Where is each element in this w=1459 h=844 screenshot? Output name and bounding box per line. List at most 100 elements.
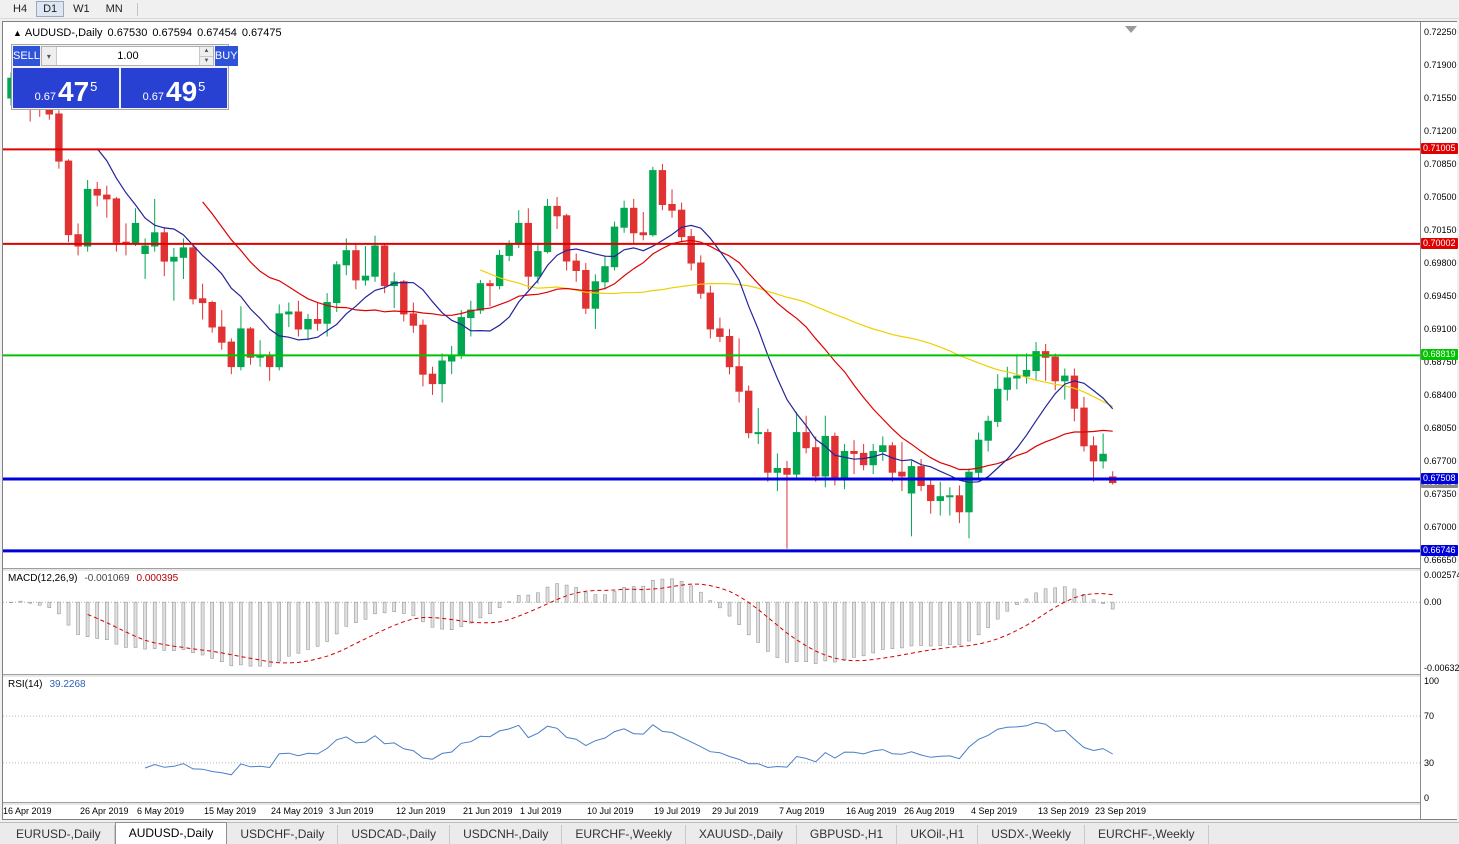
volume-control: ▾ ▲ ▼ bbox=[40, 46, 214, 66]
macd-name: MACD(12,26,9) bbox=[8, 573, 78, 584]
timeframe-mn-button[interactable]: MN bbox=[99, 1, 130, 17]
chart-tabs-bar: EURUSD-,Daily AUDUSD-,Daily USDCHF-,Dail… bbox=[0, 822, 1459, 844]
tab-eurusd-daily[interactable]: EURUSD-,Daily bbox=[3, 825, 115, 844]
time-axis-label: 3 Jun 2019 bbox=[329, 806, 374, 816]
panel-separator-macd[interactable] bbox=[3, 568, 1456, 571]
price-line-label: 0.71005 bbox=[1421, 143, 1458, 154]
chart-window: MACD(12,26,9) -0.001069 0.000395 RSI(14) 39… bbox=[2, 21, 1459, 820]
axis-tick-label: 0.002574 bbox=[1424, 570, 1459, 580]
axis-tick-label: 0.69450 bbox=[1424, 291, 1457, 301]
volume-dropdown-icon[interactable]: ▾ bbox=[41, 47, 57, 65]
volume-increase-button[interactable]: ▲ bbox=[199, 47, 213, 57]
time-axis-label: 1 Jul 2019 bbox=[520, 806, 562, 816]
tab-gbpusd-h1[interactable]: GBPUSD-,H1 bbox=[797, 825, 898, 844]
toolbar-separator bbox=[136, 2, 138, 16]
time-axis-label: 16 Apr 2019 bbox=[3, 806, 52, 816]
time-axis-label: 15 May 2019 bbox=[204, 806, 257, 816]
price-axis[interactable]: 0.72250 0.71900 0.71550 0.71200 0.70850 0.705… bbox=[1420, 22, 1459, 819]
axis-tick-label: 0.71900 bbox=[1424, 60, 1457, 70]
time-axis-label: 6 May 2019 bbox=[137, 806, 185, 816]
tab-ukoil-h1[interactable]: UKOil-,H1 bbox=[897, 825, 979, 844]
axis-tick-label: 70 bbox=[1424, 711, 1435, 721]
tab-usdcad-daily[interactable]: USDCAD-,Daily bbox=[338, 825, 451, 844]
axis-tick-label: 30 bbox=[1424, 758, 1435, 768]
buy-price-button[interactable]: 0.67 49 5 bbox=[121, 68, 227, 108]
tab-usdcnh-daily[interactable]: USDCNH-,Daily bbox=[450, 825, 563, 844]
sell-price-prefix: 0.67 bbox=[34, 91, 57, 103]
price-line-label: 0.66746 bbox=[1421, 545, 1458, 556]
price-chart[interactable] bbox=[3, 22, 1420, 568]
chart-info-line: ▲ AUDUSD-,Daily 0.67530 0.67594 0.67454 0.674… bbox=[13, 27, 287, 39]
volume-decrease-button[interactable]: ▼ bbox=[199, 56, 213, 65]
rsi-name: RSI(14) bbox=[8, 679, 43, 690]
macd-chart[interactable] bbox=[3, 571, 1420, 674]
axis-tick-label: 0.67700 bbox=[1424, 456, 1457, 466]
rsi-chart[interactable] bbox=[3, 677, 1420, 802]
sell-price-main: 47 bbox=[58, 76, 90, 107]
axis-tick-label: 0.70150 bbox=[1424, 225, 1457, 235]
axis-tick-label: 0.67350 bbox=[1424, 489, 1457, 499]
macd-label: MACD(12,26,9) -0.001069 0.000395 bbox=[8, 573, 178, 584]
time-axis-label: 7 Aug 2019 bbox=[779, 806, 825, 816]
tab-audusd-daily[interactable]: AUDUSD-,Daily bbox=[114, 822, 228, 844]
tab-usdx-weekly[interactable]: USDX-,Weekly bbox=[978, 825, 1086, 844]
tab-eurchf-weekly-2[interactable]: EURCHF-,Weekly bbox=[1085, 825, 1209, 844]
ohlc-open: 0.67530 bbox=[107, 27, 148, 39]
tab-eurchf-weekly[interactable]: EURCHF-,Weekly bbox=[562, 825, 686, 844]
sell-button[interactable]: SELL bbox=[13, 46, 40, 66]
time-axis-label: 13 Sep 2019 bbox=[1038, 806, 1090, 816]
axis-tick-label: 0.68400 bbox=[1424, 390, 1457, 400]
ohlc-close: 0.67475 bbox=[241, 27, 282, 39]
time-axis-label: 26 Apr 2019 bbox=[80, 806, 129, 816]
time-axis-label: 10 Jul 2019 bbox=[587, 806, 634, 816]
buy-price-pip: 5 bbox=[198, 79, 206, 94]
axis-tick-label: 0.70850 bbox=[1424, 159, 1457, 169]
timeframe-toolbar: H4 D1 W1 MN bbox=[0, 0, 1459, 19]
one-click-collapse-icon[interactable]: ▲ bbox=[13, 28, 22, 38]
rsi-panel[interactable]: RSI(14) 39.2268 bbox=[3, 677, 1420, 802]
axis-tick-label: 0.68750 bbox=[1424, 357, 1457, 367]
axis-tick-label: 0.68050 bbox=[1424, 423, 1457, 433]
axis-tick-label: 0.72250 bbox=[1424, 27, 1457, 37]
panel-separator-rsi[interactable] bbox=[3, 674, 1456, 677]
time-axis-label: 24 May 2019 bbox=[271, 806, 324, 816]
axis-tick-label: 0.71200 bbox=[1424, 126, 1457, 136]
macd-signal-value: 0.000395 bbox=[136, 573, 179, 584]
macd-panel[interactable]: MACD(12,26,9) -0.001069 0.000395 bbox=[3, 571, 1420, 674]
axis-tick-label: 0.67000 bbox=[1424, 522, 1457, 532]
timeframe-d1-button[interactable]: D1 bbox=[36, 1, 65, 17]
axis-tick-label: 0.70500 bbox=[1424, 192, 1457, 202]
axis-tick-label: 0.71550 bbox=[1424, 93, 1457, 103]
timeframe-h4-button[interactable]: H4 bbox=[6, 1, 34, 17]
axis-tick-label: 0.69800 bbox=[1424, 258, 1457, 268]
axis-tick-label: -0.006320 bbox=[1424, 663, 1459, 673]
axis-tick-label: 100 bbox=[1424, 676, 1440, 686]
axis-tick-label: 0.00 bbox=[1424, 597, 1442, 607]
tab-xauusd-daily[interactable]: XAUUSD-,Daily bbox=[686, 825, 797, 844]
buy-button[interactable]: BUY bbox=[214, 46, 238, 66]
price-line-label: 0.70002 bbox=[1421, 238, 1458, 249]
price-line-label: 0.67508 bbox=[1421, 473, 1458, 484]
time-axis[interactable]: 16 Apr 2019 26 Apr 2019 6 May 2019 15 May 2… bbox=[3, 805, 1420, 819]
time-axis-label: 21 Jun 2019 bbox=[463, 806, 513, 816]
rsi-label: RSI(14) 39.2268 bbox=[8, 679, 86, 690]
time-axis-label: 16 Aug 2019 bbox=[846, 806, 897, 816]
time-axis-label: 26 Aug 2019 bbox=[904, 806, 955, 816]
time-axis-label: 4 Sep 2019 bbox=[971, 806, 1018, 816]
axis-tick-label: 0 bbox=[1424, 793, 1430, 803]
rsi-value: 39.2268 bbox=[49, 679, 86, 690]
time-axis-label: 29 Jul 2019 bbox=[712, 806, 759, 816]
axis-tick-label: 0.69100 bbox=[1424, 324, 1457, 334]
timeframe-w1-button[interactable]: W1 bbox=[66, 1, 97, 17]
sell-price-pip: 5 bbox=[90, 79, 98, 94]
volume-input[interactable] bbox=[56, 47, 199, 65]
axis-tick-label: 0.66650 bbox=[1424, 555, 1457, 565]
ohlc-high: 0.67594 bbox=[152, 27, 193, 39]
chart-symbol-title: AUDUSD-,Daily bbox=[24, 27, 103, 39]
panel-separator-dates bbox=[3, 802, 1456, 805]
buy-price-main: 49 bbox=[166, 76, 198, 107]
sell-price-button[interactable]: 0.67 47 5 bbox=[13, 68, 119, 108]
buy-price-prefix: 0.67 bbox=[142, 91, 165, 103]
tab-usdchf-daily[interactable]: USDCHF-,Daily bbox=[227, 825, 339, 844]
